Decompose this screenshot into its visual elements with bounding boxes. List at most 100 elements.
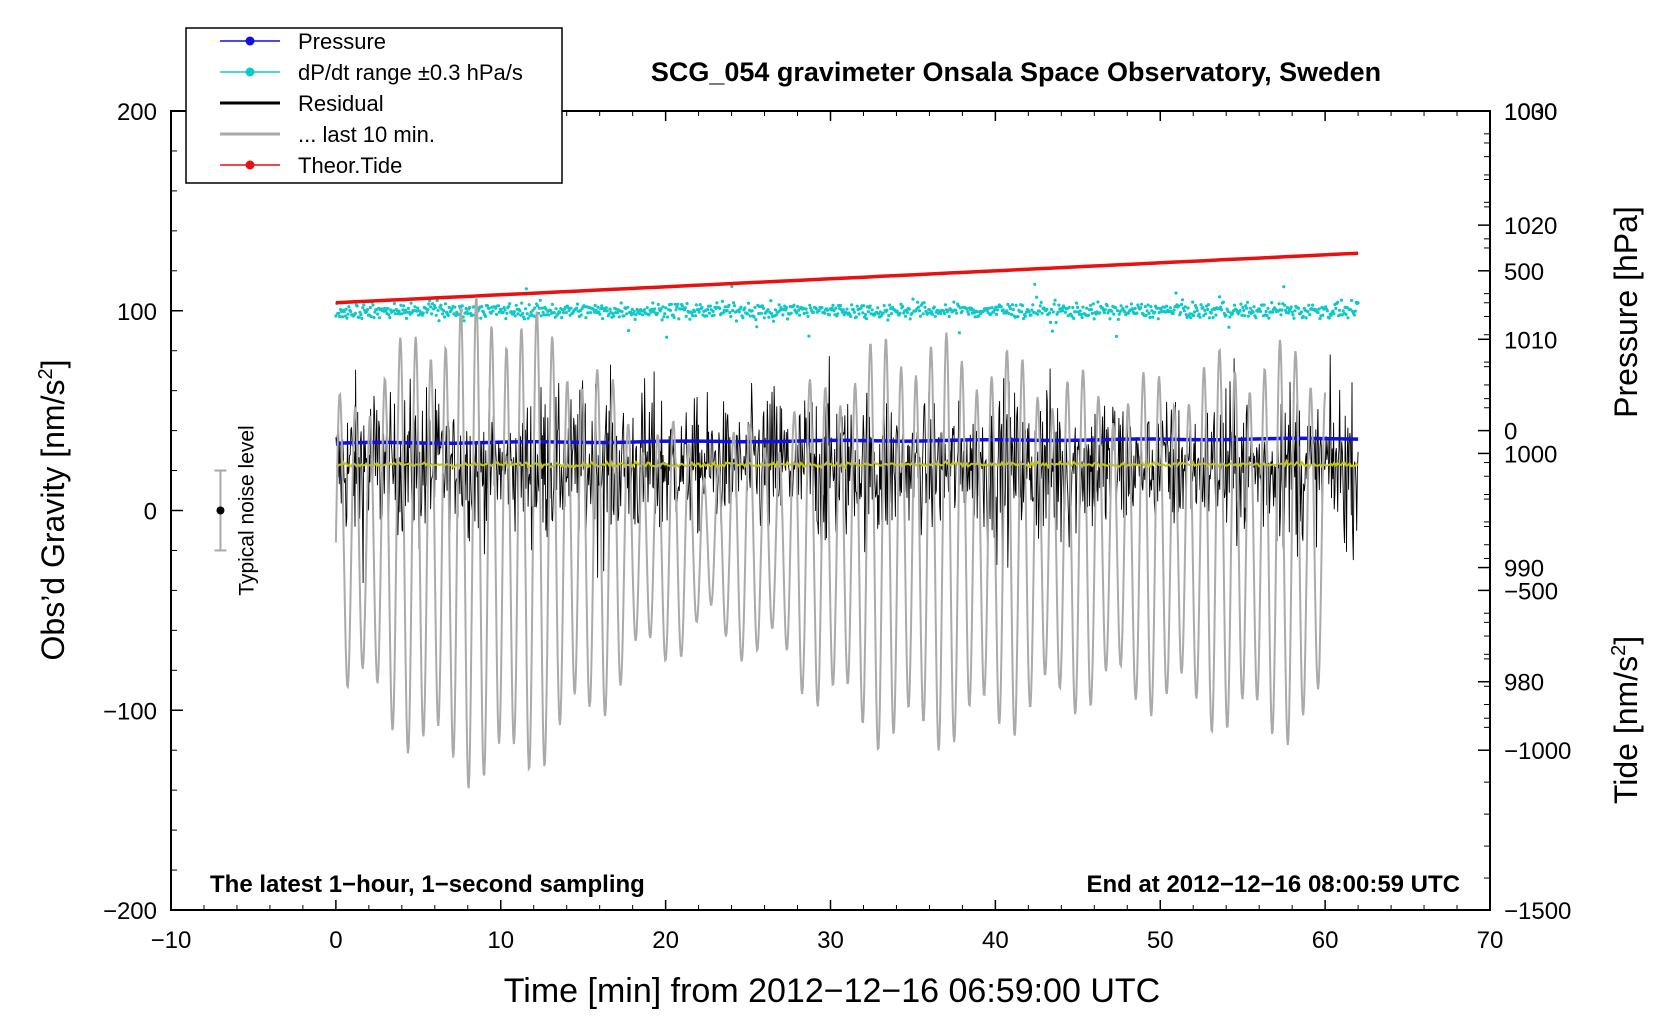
dpdt-point (774, 313, 779, 317)
dpdt-point (518, 309, 522, 313)
dpdt-point (817, 309, 821, 313)
dpdt-point (825, 308, 830, 312)
annotation-sampling: The latest 1−hour, 1−second sampling (210, 871, 645, 898)
dpdt-point (365, 308, 370, 312)
dpdt-point (501, 310, 505, 315)
dpdt-point (1337, 308, 1342, 312)
dpdt-point (1149, 305, 1153, 309)
dpdt-point (1317, 307, 1321, 311)
dpdt-point (651, 301, 655, 305)
dpdt-point (849, 314, 853, 318)
dpdt-point (1133, 306, 1137, 310)
dpdt-point (975, 310, 979, 314)
dpdt-point (698, 303, 702, 307)
dpdt-point (732, 301, 736, 305)
dpdt-point (357, 315, 361, 319)
dpdt-point (905, 310, 910, 315)
dpdt-point (1346, 316, 1350, 320)
dpdt-point (575, 302, 580, 306)
dpdt-point (1135, 311, 1139, 315)
dpdt-point (1051, 310, 1055, 314)
dpdt-point (1254, 316, 1258, 320)
dpdt-point (1241, 305, 1245, 309)
dpdt-point (1035, 312, 1040, 316)
dpdt-point (748, 314, 752, 318)
dpdt-point (1117, 312, 1121, 316)
pressure-tick-label: 1020 (1504, 213, 1557, 240)
dpdt-point (334, 314, 338, 318)
x-tick-label: 30 (817, 927, 844, 954)
dpdt-point (802, 311, 806, 316)
dpdt-point (429, 305, 433, 309)
dpdt-point (706, 307, 710, 312)
dpdt-point (675, 305, 679, 309)
dpdt-point (707, 311, 712, 315)
dpdt-point (1033, 282, 1037, 286)
dpdt-point (761, 306, 766, 310)
dpdt-point (1061, 309, 1065, 313)
dpdt-point (626, 305, 630, 309)
dpdt-point (987, 306, 991, 310)
dpdt-point (628, 310, 633, 314)
dpdt-point (1116, 317, 1120, 321)
dpdt-point (1010, 303, 1015, 307)
dpdt-point (1014, 303, 1018, 307)
dpdt-point (1214, 313, 1218, 317)
dpdt-point (1344, 312, 1348, 316)
dpdt-point (1168, 306, 1172, 310)
dpdt-point (598, 312, 602, 316)
dpdt-point (1251, 310, 1255, 314)
dpdt-point (1179, 302, 1184, 307)
dpdt-point (676, 302, 680, 306)
dpdt-point (387, 313, 391, 317)
tide-tick-label: −500 (1504, 578, 1558, 605)
dpdt-point (772, 319, 776, 323)
dpdt-point (842, 313, 846, 317)
dpdt-point (1136, 303, 1140, 307)
dpdt-point (666, 315, 670, 319)
dpdt-point (1246, 314, 1250, 318)
dpdt-point (1292, 316, 1296, 320)
dpdt-point (760, 304, 765, 308)
dpdt-point (376, 312, 380, 316)
dpdt-point (1157, 311, 1161, 315)
dpdt-point (343, 314, 347, 318)
dpdt-point (1150, 309, 1154, 313)
dpdt-point (933, 314, 937, 318)
dpdt-point (857, 312, 861, 316)
legend-label: ... last 10 min. (298, 122, 435, 147)
legend-box (185, 27, 563, 184)
dpdt-point (347, 305, 351, 309)
dpdt-point (1108, 317, 1112, 321)
dpdt-point (384, 309, 388, 313)
dpdt-point (890, 312, 894, 316)
dpdt-point (1050, 329, 1054, 333)
dpdt-point (1240, 313, 1244, 317)
dpdt-point (715, 301, 719, 305)
dpdt-point (1024, 310, 1028, 314)
dpdt-point (882, 304, 886, 308)
dpdt-point (1189, 316, 1193, 320)
dpdt-point (399, 303, 403, 307)
tide-tick-label: 500 (1504, 259, 1544, 286)
dpdt-point (1172, 308, 1176, 312)
dpdt-point (404, 308, 408, 312)
dpdt-point (911, 297, 915, 301)
dpdt-point (1080, 315, 1084, 320)
dpdt-point (664, 306, 668, 310)
dpdt-point (1197, 312, 1201, 316)
dpdt-point (1143, 305, 1147, 309)
dpdt-point (383, 306, 387, 310)
dpdt-point (392, 301, 396, 306)
dpdt-point (529, 310, 533, 314)
dpdt-point (369, 315, 373, 319)
dpdt-point (656, 302, 660, 306)
dpdt-point (1088, 303, 1093, 307)
dpdt-point (421, 311, 425, 315)
dpdt-point (820, 306, 824, 310)
dpdt-point (932, 305, 936, 309)
dpdt-point (908, 317, 912, 321)
dpdt-point (1016, 315, 1020, 319)
dpdt-point (1224, 313, 1228, 317)
dpdt-point (1123, 310, 1127, 314)
